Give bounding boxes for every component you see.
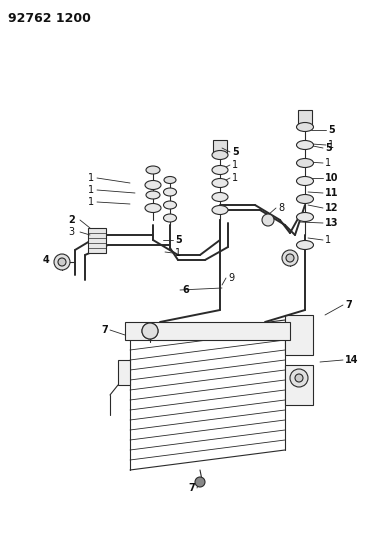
Text: 7: 7 [345, 300, 352, 310]
Text: 1: 1 [88, 185, 94, 195]
Text: 6: 6 [182, 285, 189, 295]
Text: 14: 14 [345, 355, 359, 365]
Text: 5: 5 [325, 143, 332, 153]
Circle shape [58, 258, 66, 266]
Text: 10: 10 [325, 173, 339, 183]
Circle shape [286, 254, 294, 262]
Text: 9: 9 [228, 273, 234, 283]
Text: 1: 1 [88, 197, 94, 207]
Text: 11: 11 [325, 188, 339, 198]
Text: 1: 1 [325, 158, 331, 168]
Ellipse shape [212, 166, 228, 174]
Bar [125, 322, 290, 340]
Ellipse shape [164, 214, 177, 222]
Text: 7: 7 [188, 483, 195, 493]
Circle shape [142, 323, 158, 339]
Ellipse shape [164, 176, 176, 183]
Circle shape [262, 214, 274, 226]
Text: 1: 1 [328, 140, 334, 150]
Text: 4: 4 [43, 255, 50, 265]
Bar [285, 365, 313, 405]
Text: 1: 1 [175, 248, 181, 258]
Text: 1: 1 [325, 235, 331, 245]
Ellipse shape [146, 166, 160, 174]
Ellipse shape [296, 240, 313, 249]
Text: 3: 3 [68, 227, 74, 237]
Ellipse shape [212, 150, 228, 159]
Text: 1: 1 [88, 173, 94, 183]
Text: 12: 12 [325, 203, 339, 213]
Text: 5: 5 [175, 235, 182, 245]
Text: 1: 1 [232, 160, 238, 170]
Circle shape [146, 327, 154, 335]
Circle shape [195, 477, 205, 487]
Ellipse shape [296, 195, 313, 204]
Circle shape [142, 323, 158, 339]
Circle shape [290, 369, 308, 387]
Bar [213, 140, 227, 155]
Ellipse shape [145, 181, 161, 190]
Ellipse shape [164, 188, 177, 196]
Text: 2: 2 [68, 215, 75, 225]
Text: 5: 5 [232, 147, 239, 157]
Text: 1: 1 [232, 173, 238, 183]
Text: 7: 7 [101, 325, 108, 335]
Bar [298, 110, 312, 125]
Ellipse shape [146, 191, 160, 199]
Ellipse shape [296, 158, 313, 167]
Circle shape [295, 374, 303, 382]
Bar [285, 315, 313, 355]
Ellipse shape [296, 141, 313, 149]
Bar [88, 228, 106, 253]
Circle shape [54, 254, 70, 270]
Ellipse shape [212, 179, 228, 188]
Ellipse shape [296, 123, 313, 132]
Circle shape [282, 250, 298, 266]
Ellipse shape [164, 201, 177, 209]
Text: 5: 5 [328, 125, 335, 135]
Bar [118, 360, 130, 385]
Ellipse shape [145, 204, 161, 213]
Text: 8: 8 [278, 203, 284, 213]
Ellipse shape [296, 176, 313, 185]
Ellipse shape [212, 206, 228, 214]
Text: 13: 13 [325, 218, 339, 228]
Text: 92762 1200: 92762 1200 [8, 12, 91, 25]
Ellipse shape [296, 213, 313, 222]
Ellipse shape [212, 192, 228, 201]
